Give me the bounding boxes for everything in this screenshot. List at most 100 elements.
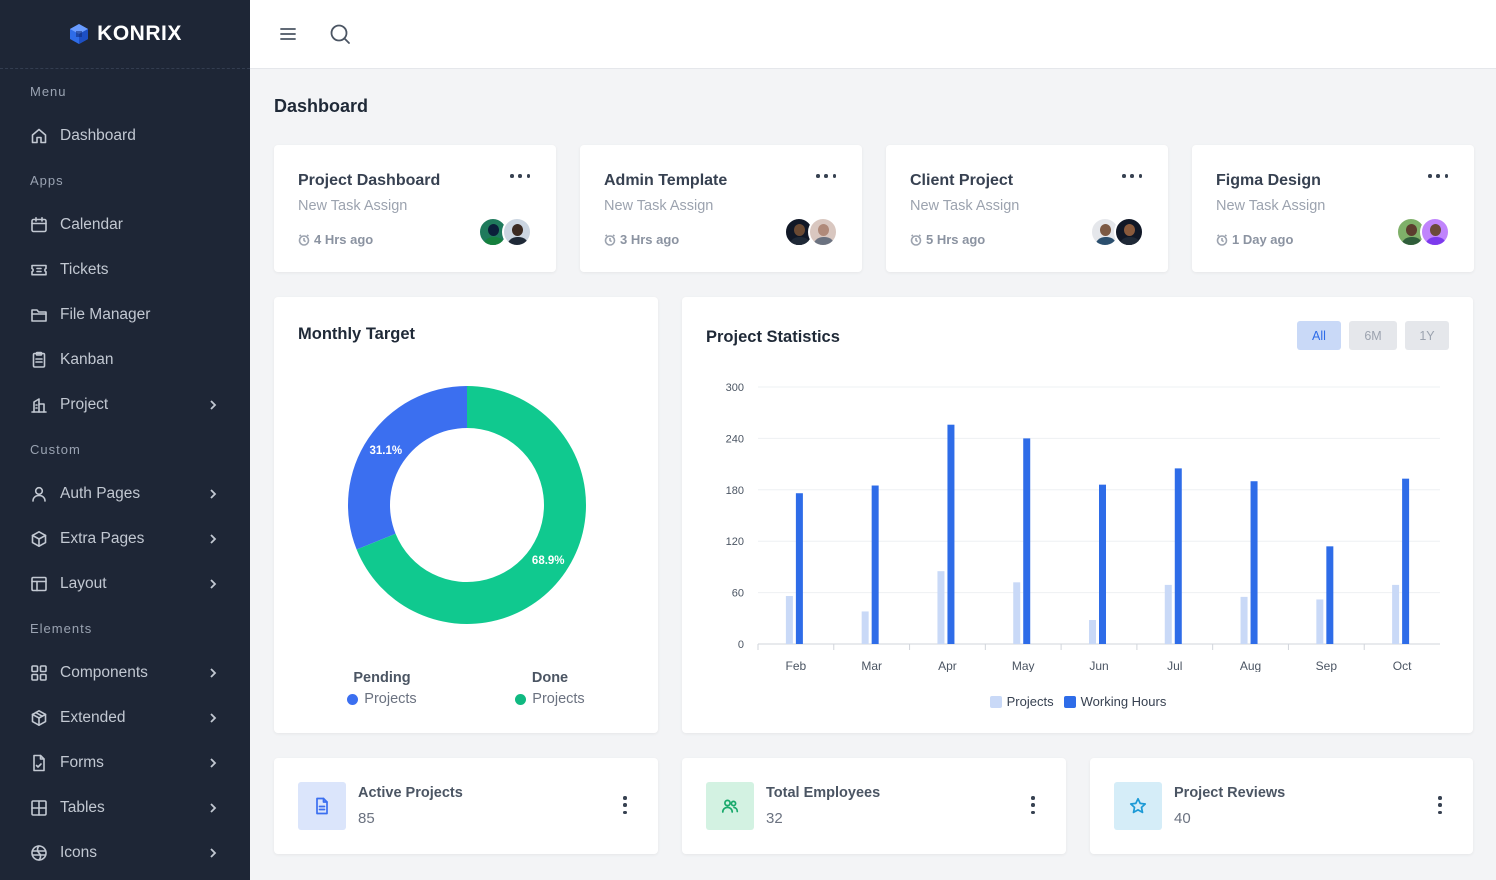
project-statistics-card: Project Statistics All 6M 1Y 0 60 120 180 24… [682, 297, 1473, 733]
project-card-subtitle: New Task Assign [298, 198, 408, 214]
project-card-title: Figma Design [1216, 172, 1321, 189]
legend-done-sub: Projects [532, 691, 585, 707]
logo-cube-icon [70, 24, 89, 44]
table-icon [30, 799, 48, 817]
project-card-time: 3 Hrs ago [604, 232, 679, 247]
more-options-icon[interactable] [1428, 171, 1448, 181]
range-all-button[interactable]: All [1297, 321, 1341, 350]
bar-working-hours-mar[interactable] [871, 485, 879, 644]
x-tick-label: Sep [1316, 659, 1338, 672]
hamburger-icon[interactable] [276, 22, 300, 46]
sidebar-item-project[interactable]: Project [0, 382, 250, 427]
y-tick-label: 60 [732, 588, 744, 600]
search-icon[interactable] [328, 22, 352, 46]
bar-working-hours-oct[interactable] [1402, 478, 1410, 644]
sidebar-item-label: Extra Pages [60, 529, 145, 547]
more-options-icon[interactable] [1122, 171, 1142, 181]
more-options-icon[interactable] [622, 796, 628, 814]
building-icon [30, 396, 48, 414]
avatar [808, 217, 838, 247]
sidebar-item-extra-pages[interactable]: Extra Pages [0, 516, 250, 561]
project-card-time: 5 Hrs ago [910, 232, 985, 247]
sidebar-item-auth-pages[interactable]: Auth Pages [0, 471, 250, 516]
bar-projects-feb[interactable] [785, 596, 793, 644]
legend-working-hours[interactable]: Working Hours [1063, 694, 1167, 709]
x-tick-label: Jun [1089, 659, 1108, 672]
project-card[interactable]: Admin Template New Task Assign 3 Hrs ago [580, 145, 862, 272]
avatar-group[interactable] [784, 217, 838, 247]
stat-label: Total Employees [766, 785, 881, 801]
y-tick-label: 300 [726, 382, 744, 394]
donut-slice-pending[interactable] [348, 386, 467, 550]
project-card[interactable]: Figma Design New Task Assign 1 Day ago [1192, 145, 1474, 272]
project-card[interactable]: Client Project New Task Assign 5 Hrs ago [886, 145, 1168, 272]
sidebar-item-components[interactable]: Components [0, 650, 250, 695]
chevron-right-icon [206, 846, 220, 860]
project-card-time-text: 4 Hrs ago [314, 232, 374, 247]
sidebar-item-dashboard[interactable]: Dashboard [0, 113, 250, 158]
bar-working-hours-feb[interactable] [795, 493, 803, 644]
brand-name: KONRIX [97, 22, 182, 45]
alarm-clock-icon [604, 233, 616, 246]
bar-projects-may[interactable] [1013, 582, 1021, 644]
project-card-subtitle: New Task Assign [910, 198, 1020, 214]
bar-projects-aug[interactable] [1240, 596, 1248, 644]
sidebar-item-extended[interactable]: Extended [0, 695, 250, 740]
sidebar-item-label: File Manager [60, 305, 151, 323]
chevron-right-icon [206, 398, 220, 412]
bar-working-hours-sep[interactable] [1326, 546, 1334, 644]
sidebar-item-icons[interactable]: Icons [0, 830, 250, 875]
avatar-group[interactable] [1396, 217, 1450, 247]
chevron-right-icon [206, 532, 220, 546]
bar-working-hours-jun[interactable] [1099, 484, 1106, 644]
bar-working-hours-apr[interactable] [947, 424, 955, 644]
sidebar-item-tickets[interactable]: Tickets [0, 247, 250, 292]
more-options-icon[interactable] [1030, 796, 1036, 814]
sidebar-item-calendar[interactable]: Calendar [0, 202, 250, 247]
y-tick-label: 0 [738, 639, 744, 651]
donut-slice-done[interactable] [356, 386, 586, 624]
project-card[interactable]: Project Dashboard New Task Assign 4 Hrs ag… [274, 145, 556, 272]
more-options-icon[interactable] [510, 171, 530, 181]
menu-section-title: Custom [30, 441, 81, 457]
legend-done-title: Done [531, 670, 569, 686]
sidebar-item-kanban[interactable]: Kanban [0, 337, 250, 382]
legend-working-hours-label: Working Hours [1080, 694, 1167, 709]
sidebar-item-forms[interactable]: Forms [0, 740, 250, 785]
user-icon [30, 485, 48, 503]
chart-legend: Projects Working Hours [682, 694, 1474, 709]
chevron-right-icon [206, 711, 220, 725]
sidebar-item-label: Tickets [60, 260, 109, 278]
avatar-group[interactable] [478, 217, 532, 247]
sidebar-item-file-manager[interactable]: File Manager [0, 292, 250, 337]
sidebar-item-tables[interactable]: Tables [0, 785, 250, 830]
bar-projects-apr[interactable] [937, 571, 945, 644]
done-dot-icon [515, 693, 527, 705]
bar-projects-mar[interactable] [861, 611, 869, 644]
alarm-clock-icon [298, 233, 310, 246]
bar-projects-jun[interactable] [1089, 620, 1096, 644]
legend-projects[interactable]: Projects [989, 694, 1054, 709]
stat-label: Active Projects [358, 785, 463, 801]
project-card-time-text: 1 Day ago [1232, 232, 1294, 247]
more-options-icon[interactable] [816, 171, 836, 181]
sidebar-item-layout[interactable]: Layout [0, 561, 250, 606]
brand[interactable]: KONRIX [0, 0, 250, 69]
sidebar-item-label: Layout [60, 574, 107, 592]
project-statistics-title: Project Statistics [706, 328, 840, 346]
range-1y-button[interactable]: 1Y [1405, 321, 1449, 350]
bar-projects-jul[interactable] [1164, 584, 1172, 644]
more-options-icon[interactable] [1437, 796, 1443, 814]
bar-projects-oct[interactable] [1392, 584, 1400, 644]
bar-projects-sep[interactable] [1316, 599, 1324, 644]
y-tick-label: 120 [726, 536, 744, 548]
monthly-target-card: Monthly Target 31.1% 68.9% Pending Projec… [274, 297, 658, 733]
package-icon [30, 709, 48, 727]
x-tick-label: Feb [786, 659, 807, 672]
avatar-group[interactable] [1090, 217, 1144, 247]
bar-working-hours-may[interactable] [1023, 438, 1031, 644]
bar-working-hours-jul[interactable] [1174, 468, 1182, 644]
bar-working-hours-aug[interactable] [1250, 481, 1258, 644]
sidebar-item-label: Tables [60, 798, 105, 816]
range-6m-button[interactable]: 6M [1349, 321, 1397, 350]
